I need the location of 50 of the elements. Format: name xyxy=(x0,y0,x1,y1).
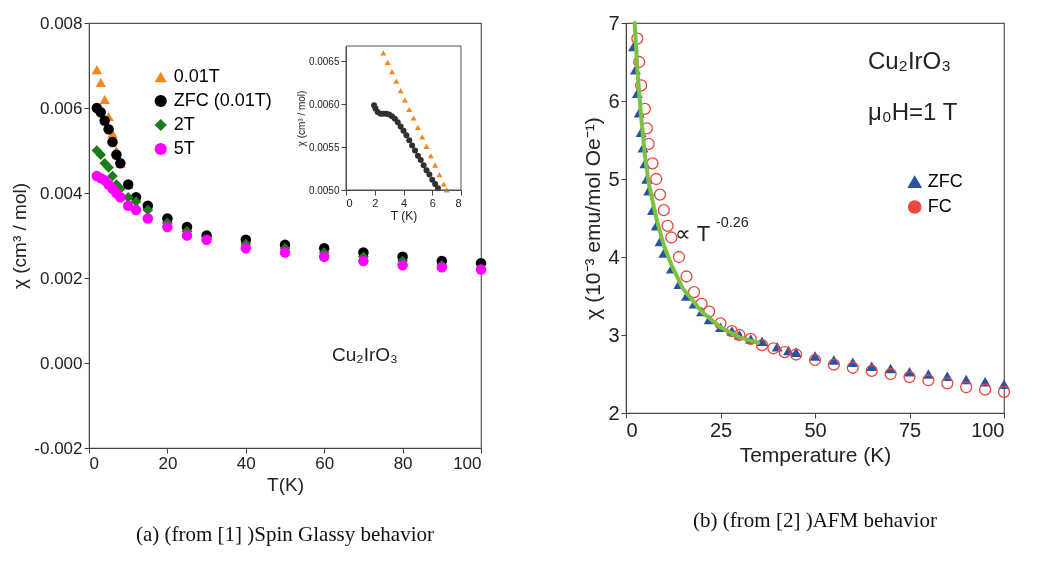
x-tick-label: 0 xyxy=(626,418,638,441)
text: (a) (from [1] )Spin Glassy behavior xyxy=(136,522,435,546)
x-tick-label: 75 xyxy=(898,418,922,441)
x-tick-label: 60 xyxy=(315,453,335,473)
annotation: Cu₂IrO₃ xyxy=(332,343,398,365)
y-tick-label: 0.000 xyxy=(39,353,83,373)
x-tick-label: 6 xyxy=(429,196,436,209)
y-tick-label: 0.0060 xyxy=(308,98,340,110)
legend-label: ZFC (0.01T) xyxy=(173,90,272,110)
legend-label: ZFC xyxy=(927,171,963,191)
y-tick-label: 0.008 xyxy=(39,13,83,33)
x-tick-label: 100 xyxy=(453,453,482,473)
y-tick-label: 0.002 xyxy=(39,268,83,288)
x-tick-label: 100 xyxy=(971,418,1005,441)
y-tick-label: 0.0055 xyxy=(308,141,340,153)
x-tick-label: 20 xyxy=(158,453,178,473)
y-tick-label: 7 xyxy=(608,11,620,34)
x-tick-label: 25 xyxy=(709,418,733,441)
y-tick-label: -0.002 xyxy=(34,438,83,458)
x-axis-title: T(K) xyxy=(267,473,304,495)
annotation: ∝ T-0.26 xyxy=(675,213,749,246)
annotation: μ₀H=1 T xyxy=(867,97,958,125)
y-axis-title: χ (10⁻³ emu/mol Oe⁻¹) xyxy=(581,117,605,320)
x-axis-title: Temperature (K) xyxy=(739,442,892,466)
x-tick-label: 4 xyxy=(400,196,408,209)
legend-label: FC xyxy=(927,196,952,216)
y-tick-label: 2 xyxy=(608,401,620,424)
annotation: Cu₂IrO₃ xyxy=(867,47,952,74)
y-tick-label: 0.006 xyxy=(39,98,83,118)
x-tick-label: 50 xyxy=(804,418,827,441)
x-tick-label: 0 xyxy=(89,453,99,473)
text: (b) (from [2] )AFM behavior xyxy=(693,508,937,532)
x-axis-title: T (K) xyxy=(390,208,418,223)
legend-label: 5T xyxy=(173,138,195,158)
x-tick-label: 0 xyxy=(346,196,353,209)
y-axis-title: χ (cm³ / mol) xyxy=(9,182,31,290)
x-tick-label: 40 xyxy=(236,453,256,473)
y-tick-label: 0.004 xyxy=(39,183,83,203)
x-tick-label: 8 xyxy=(455,196,462,209)
x-tick-label: 80 xyxy=(393,453,413,473)
y-tick-label: 6 xyxy=(608,89,620,112)
y-tick-label: 3 xyxy=(608,323,620,346)
y-axis-title: χ (cm³ / mol) xyxy=(295,90,307,147)
legend-label: 0.01T xyxy=(173,66,220,86)
y-tick-label: 5 xyxy=(608,167,620,190)
y-tick-label: 4 xyxy=(608,245,620,268)
y-tick-label: 0.0050 xyxy=(308,184,340,196)
x-tick-label: 2 xyxy=(372,196,379,209)
y-tick-label: 0.0065 xyxy=(308,55,340,67)
legend-label: 2T xyxy=(173,114,195,134)
